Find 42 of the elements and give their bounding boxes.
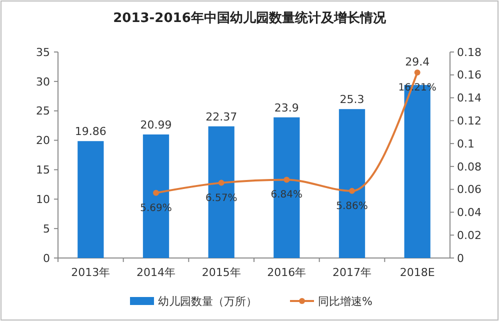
bar <box>142 134 170 258</box>
y2-tick-label: 0 <box>457 252 464 265</box>
x-tick-label: 2018E <box>400 266 435 279</box>
y-tick-label: 0 <box>43 252 50 265</box>
y2-tick-label: 0.08 <box>457 160 482 174</box>
data-label: 22.37 <box>206 110 238 124</box>
y2-tick-label: 0.18 <box>457 46 482 59</box>
y2-tick-label: 0.06 <box>457 183 482 196</box>
y2-tick-label: 0.12 <box>457 114 482 128</box>
x-tick-label: 2017年 <box>332 266 372 279</box>
y-tick-label: 30 <box>36 75 50 88</box>
y2-tick-label: 0.1 <box>457 137 474 150</box>
y-tick-label: 15 <box>36 164 50 177</box>
point <box>218 180 224 186</box>
x-tick-label: 2015年 <box>202 266 241 279</box>
bar <box>274 117 300 258</box>
y-tick-label: 20 <box>36 134 50 148</box>
y-tick-label: 25 <box>36 104 50 118</box>
y2-tick-label: 0.14 <box>457 92 482 105</box>
data-label: 19.86 <box>74 125 106 138</box>
data-label: 29.4 <box>405 55 430 68</box>
x-tick-label: 2013年 <box>71 266 110 279</box>
x-tick-label: 2014年 <box>136 266 176 279</box>
x-tick-label: 2016年 <box>267 266 306 279</box>
point <box>414 69 420 76</box>
bar <box>338 109 366 258</box>
point <box>153 190 159 196</box>
legend-label: 同比增速% <box>318 294 372 308</box>
bar <box>78 141 104 258</box>
y-tick-label: 10 <box>36 192 50 206</box>
y-tick-label: 5 <box>43 222 50 236</box>
data-label: 25.3 <box>340 93 364 106</box>
chart-title: 2013-2016年中国幼儿园数量统计及增长情况 <box>113 10 387 26</box>
data-label: 20.99 <box>140 118 172 132</box>
data-label: 23.9 <box>274 101 299 114</box>
y2-tick-label: 0.16 <box>457 68 482 82</box>
y-tick-label: 35 <box>36 46 50 59</box>
point <box>284 176 290 183</box>
y2-tick-label: 0.02 <box>457 228 482 242</box>
y2-tick-label: 0.04 <box>457 206 482 220</box>
legend-label: 幼儿园数量（万所） <box>158 294 257 308</box>
point <box>349 188 355 194</box>
